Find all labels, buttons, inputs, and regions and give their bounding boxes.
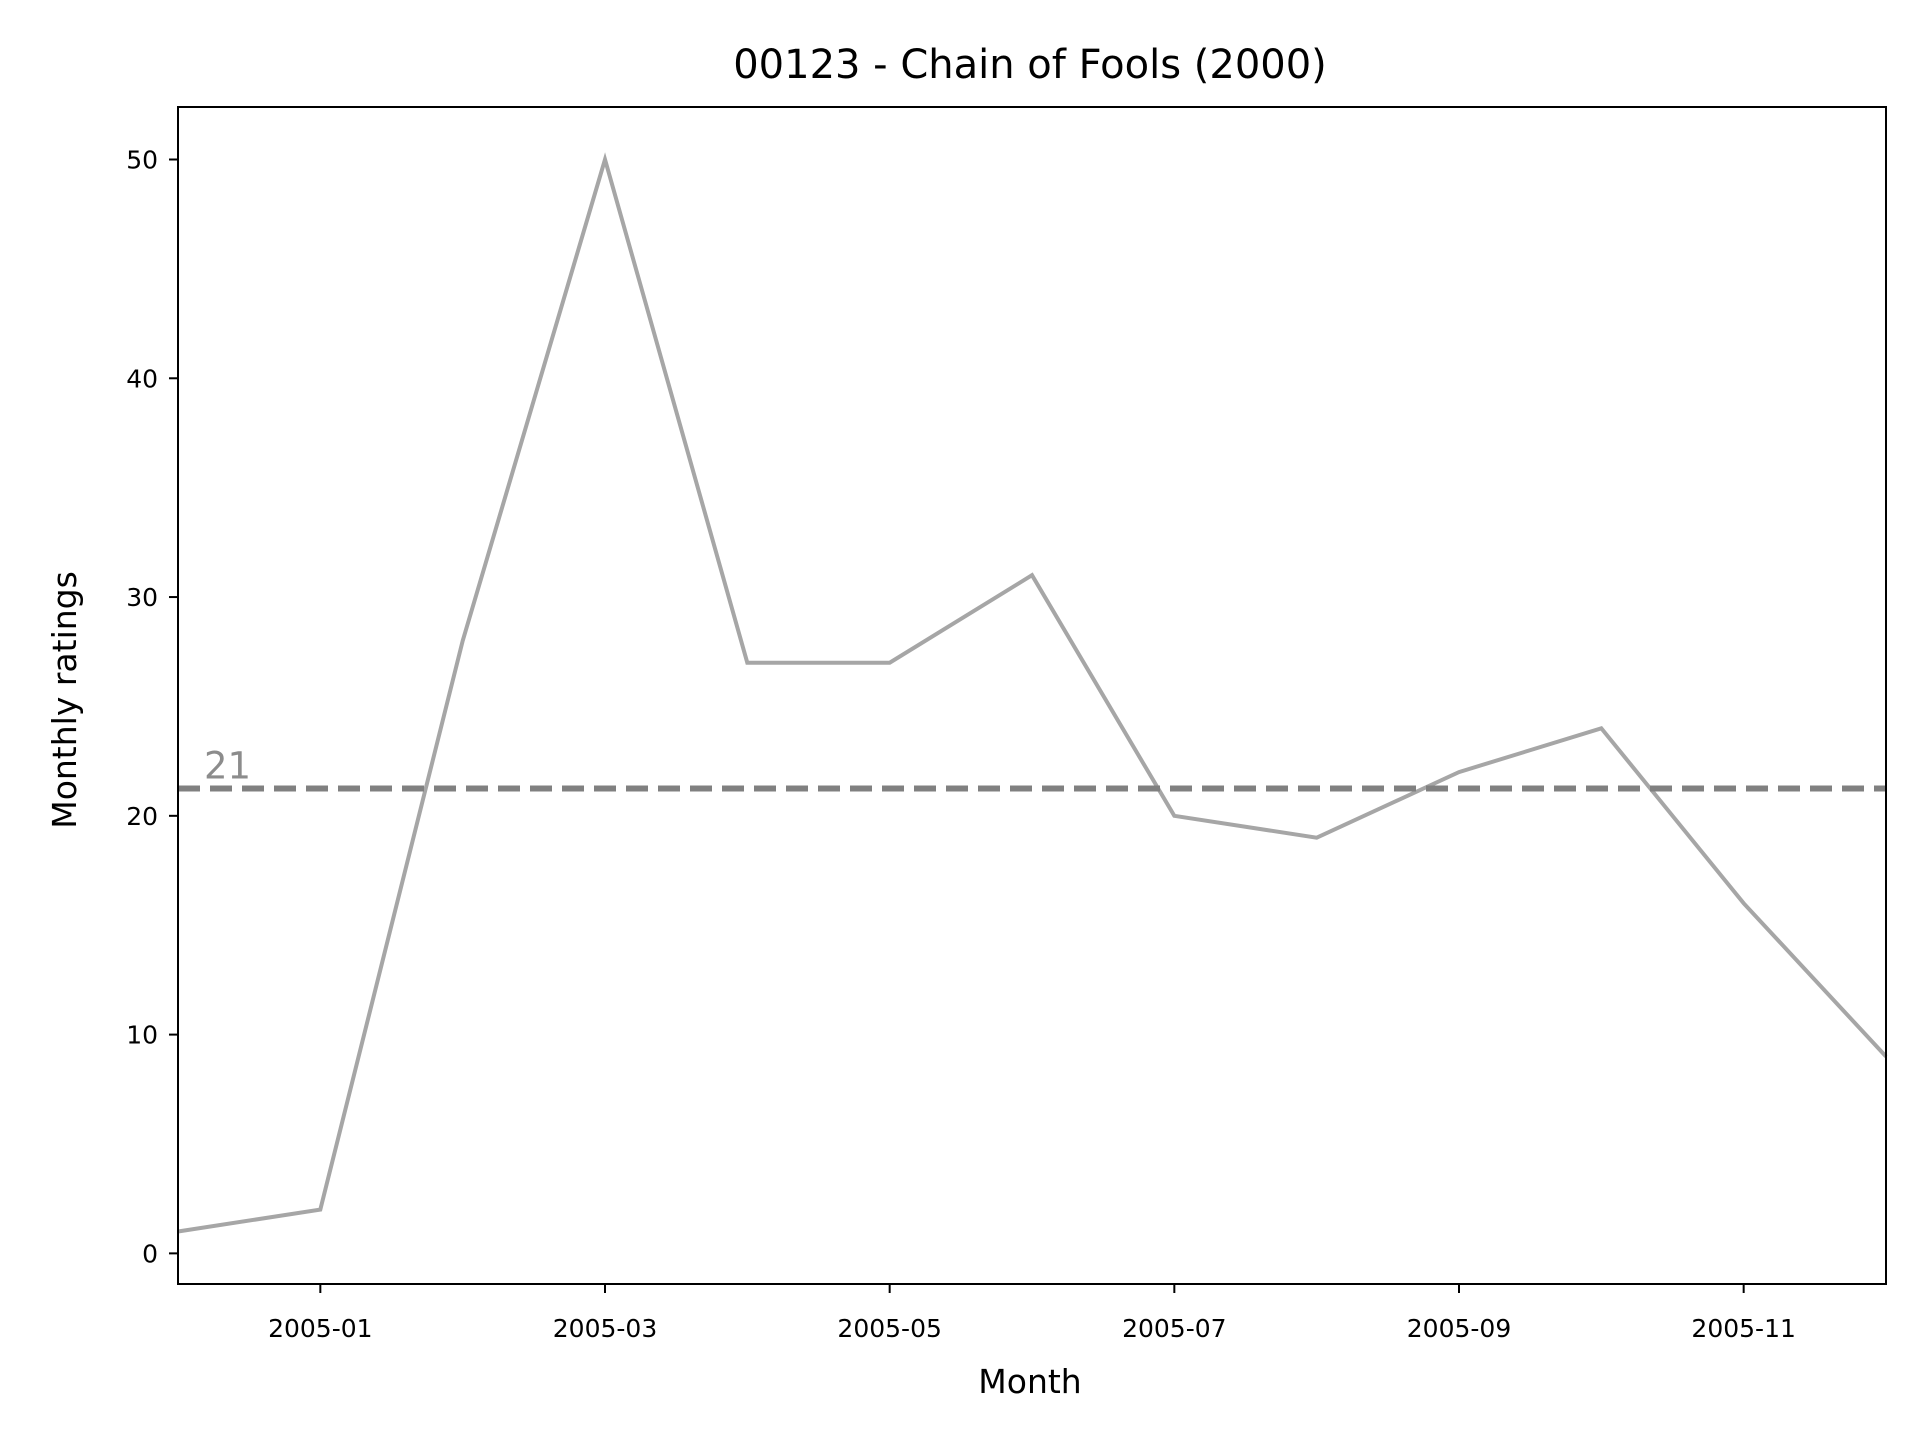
x-axis-title: Month [978,1362,1081,1401]
x-tick-label: 2005-05 [837,1314,941,1343]
plot-area: 21 0 10 20 30 40 50 2005-01 2005-03 2005-05 2005-0… [126,106,1888,1343]
y-tick-label: 10 [126,1021,158,1050]
reference-line-label: 21 [204,744,251,787]
x-tick-label: 2005-09 [1407,1314,1511,1343]
x-tick-label: 2005-03 [553,1314,657,1343]
y-tick-label: 50 [126,146,158,175]
y-axis-title: Monthly ratings [45,571,84,829]
y-tick-label: 0 [142,1239,158,1268]
x-tick-label: 2005-07 [1122,1314,1226,1343]
y-tick-label: 30 [126,583,158,612]
chart-title: 00123 - Chain of Fools (2000) [733,42,1327,88]
x-tick-label: 2005-11 [1691,1314,1795,1343]
axes-frame [177,106,1887,1285]
series-line-0 [177,152,1888,1234]
y-tick-label: 40 [126,364,158,393]
y-tick-label: 20 [126,802,158,831]
x-tick-label: 2005-01 [268,1314,372,1343]
